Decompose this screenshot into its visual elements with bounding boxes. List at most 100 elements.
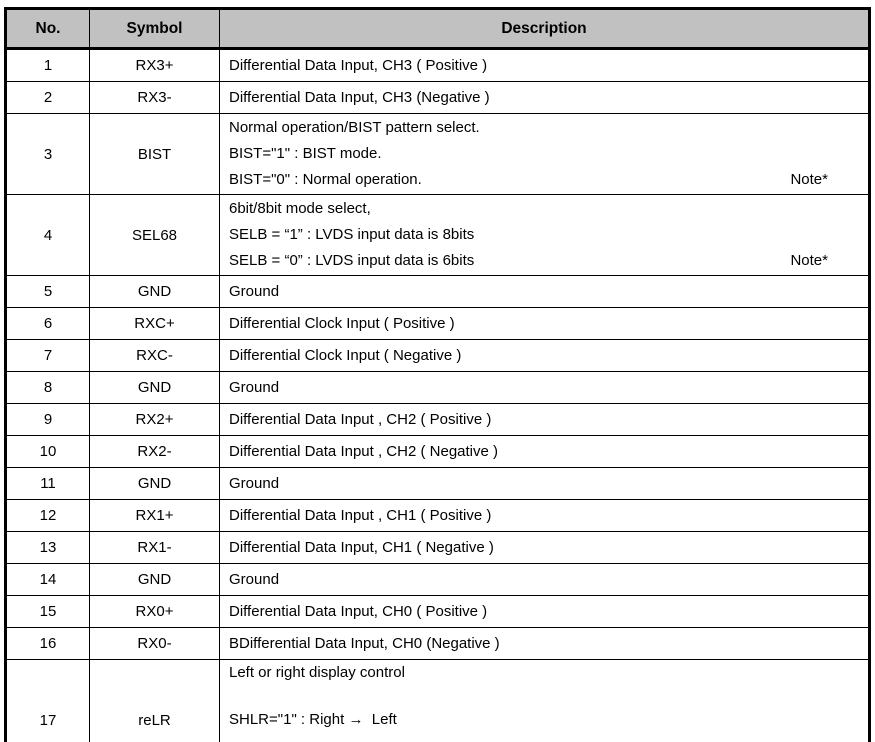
cell-symbol: reLR bbox=[89, 659, 220, 742]
description-text: Differential Data Input , CH1 ( Positive… bbox=[229, 506, 492, 524]
cell-no: 16 bbox=[5, 627, 90, 660]
cell-description: Differential Data Input, CH3 ( Positive … bbox=[219, 48, 870, 82]
cell-symbol: RX2- bbox=[89, 435, 220, 468]
cell-no: 6 bbox=[5, 307, 90, 340]
cell-no: 8 bbox=[5, 371, 90, 404]
cell-symbol: RXC+ bbox=[89, 307, 220, 340]
table-header: No. Symbol Description bbox=[5, 8, 870, 50]
description-text: Ground bbox=[229, 570, 280, 588]
cell-symbol: SEL68 bbox=[89, 194, 220, 276]
description-text: Differential Data Input, CH0 ( Positive … bbox=[229, 602, 488, 620]
description-line: BIST="0" : Normal operation. Note* bbox=[229, 167, 860, 193]
cell-symbol: GND bbox=[89, 275, 220, 308]
table-row: 8 GND Ground bbox=[5, 371, 870, 404]
cell-description: Ground bbox=[219, 467, 870, 500]
cell-description: 6bit/8bit mode select, SELB = “1” : LVDS … bbox=[219, 194, 870, 276]
table-body: 1 RX3+ Differential Data Input, CH3 ( Posi… bbox=[5, 48, 870, 742]
cell-description: Differential Data Input , CH1 ( Positive… bbox=[219, 499, 870, 532]
cell-no: 1 bbox=[5, 48, 90, 82]
description-line: SHLR="1" : Right → Left bbox=[229, 708, 860, 732]
table-row: 2 RX3- Differential Data Input, CH3 (Negat… bbox=[5, 81, 870, 114]
description-text: Differential Clock Input ( Negative ) bbox=[229, 346, 462, 364]
description-text: BDifferential Data Input, CH0 (Negative … bbox=[229, 634, 500, 652]
table-row: 15 RX0+ Differential Data Input, CH0 ( Pos… bbox=[5, 595, 870, 628]
cell-description: BDifferential Data Input, CH0 (Negative … bbox=[219, 627, 870, 660]
note-label: Note* bbox=[790, 171, 828, 188]
description-line: SELB = “1” : LVDS input data is 8bits bbox=[229, 222, 860, 248]
description-text: Differential Data Input, CH1 ( Negative … bbox=[229, 538, 494, 556]
cell-no: 14 bbox=[5, 563, 90, 596]
description-text: Normal operation/BIST pattern select. bbox=[229, 119, 480, 136]
description-line: Ground bbox=[229, 279, 860, 305]
column-header-no: No. bbox=[5, 8, 90, 50]
table-row: 6 RXC+ Differential Clock Input ( Positive… bbox=[5, 307, 870, 340]
cell-no: 10 bbox=[5, 435, 90, 468]
description-line: Differential Data Input , CH1 ( Positive… bbox=[229, 503, 860, 529]
cell-symbol: GND bbox=[89, 563, 220, 596]
description-text: Ground bbox=[229, 474, 280, 492]
description-line: Differential Clock Input ( Negative ) bbox=[229, 343, 860, 369]
description-line: Ground bbox=[229, 375, 860, 401]
description-text: 6bit/8bit mode select, bbox=[229, 200, 371, 217]
description-line: SELB = “0” : LVDS input data is 6bits Not… bbox=[229, 248, 860, 274]
description-line: Normal operation/BIST pattern select. bbox=[229, 115, 860, 141]
cell-no: 11 bbox=[5, 467, 90, 500]
cell-description: Ground bbox=[219, 371, 870, 404]
cell-description: Ground bbox=[219, 275, 870, 308]
description-text: Differential Data Input , CH2 ( Negative… bbox=[229, 442, 499, 460]
cell-description: Differential Data Input , CH2 ( Positive… bbox=[219, 403, 870, 436]
cell-symbol: RX1+ bbox=[89, 499, 220, 532]
cell-symbol: RX0+ bbox=[89, 595, 220, 628]
description-line: Ground bbox=[229, 567, 860, 593]
cell-no: 5 bbox=[5, 275, 90, 308]
cell-description: Left or right display control SHLR="1" :… bbox=[219, 659, 870, 742]
description-text: Ground bbox=[229, 282, 280, 300]
description-text: BIST="0" : Normal operation. bbox=[229, 171, 422, 188]
cell-description: Differential Clock Input ( Negative ) bbox=[219, 339, 870, 372]
cell-symbol: RX3- bbox=[89, 81, 220, 114]
description-line: Ground bbox=[229, 471, 860, 497]
table-row: 12 RX1+ Differential Data Input , CH1 ( Po… bbox=[5, 499, 870, 532]
description-text bbox=[229, 732, 233, 742]
description-line: BDifferential Data Input, CH0 (Negative … bbox=[229, 631, 860, 657]
description-line: Differential Data Input , CH2 ( Negative… bbox=[229, 439, 860, 465]
cell-no: 13 bbox=[5, 531, 90, 564]
cell-no: 9 bbox=[5, 403, 90, 436]
description-line: Differential Data Input, CH1 ( Negative … bbox=[229, 535, 860, 561]
description-line: Differential Data Input, CH0 ( Positive … bbox=[229, 599, 860, 625]
cell-description: Differential Data Input, CH0 ( Positive … bbox=[219, 595, 870, 628]
cell-symbol: RX0- bbox=[89, 627, 220, 660]
table-row: 3 BIST Normal operation/BIST pattern selec… bbox=[5, 113, 870, 195]
description-line bbox=[229, 685, 860, 709]
description-text: Differential Data Input, CH3 (Negative ) bbox=[229, 88, 490, 106]
cell-symbol: GND bbox=[89, 467, 220, 500]
description-line: BIST="1" : BIST mode. bbox=[229, 141, 860, 167]
table-row: 13 RX1- Differential Data Input, CH1 ( Neg… bbox=[5, 531, 870, 564]
cell-no: 2 bbox=[5, 81, 90, 114]
cell-symbol: RX1- bbox=[89, 531, 220, 564]
description-text: Ground bbox=[229, 378, 280, 396]
table-row: 10 RX2- Differential Data Input , CH2 ( Ne… bbox=[5, 435, 870, 468]
column-header-symbol: Symbol bbox=[89, 8, 220, 50]
cell-description: Differential Clock Input ( Positive ) bbox=[219, 307, 870, 340]
cell-symbol: RX3+ bbox=[89, 48, 220, 82]
cell-symbol: RXC- bbox=[89, 339, 220, 372]
description-text: SELB = “1” : LVDS input data is 8bits bbox=[229, 226, 475, 243]
description-text: Differential Clock Input ( Positive ) bbox=[229, 314, 455, 332]
cell-no: 3 bbox=[5, 113, 90, 195]
column-header-description: Description bbox=[219, 8, 870, 50]
description-line: Differential Data Input, CH3 ( Positive … bbox=[229, 53, 860, 79]
header-row: No. Symbol Description bbox=[5, 8, 870, 50]
cell-no: 12 bbox=[5, 499, 90, 532]
description-text: SELB = “0” : LVDS input data is 6bits bbox=[229, 252, 475, 269]
description-line: Differential Data Input, CH3 (Negative ) bbox=[229, 85, 860, 111]
description-line: Differential Data Input , CH2 ( Positive… bbox=[229, 407, 860, 433]
table-row: 11 GND Ground bbox=[5, 467, 870, 500]
description-text bbox=[229, 685, 233, 709]
description-text: Differential Data Input , CH2 ( Positive… bbox=[229, 410, 492, 428]
cell-description: Normal operation/BIST pattern select. BIS… bbox=[219, 113, 870, 195]
table-row: 14 GND Ground bbox=[5, 563, 870, 596]
table-row: 4 SEL68 6bit/8bit mode select, SELB = “1” :… bbox=[5, 194, 870, 276]
cell-no: 15 bbox=[5, 595, 90, 628]
